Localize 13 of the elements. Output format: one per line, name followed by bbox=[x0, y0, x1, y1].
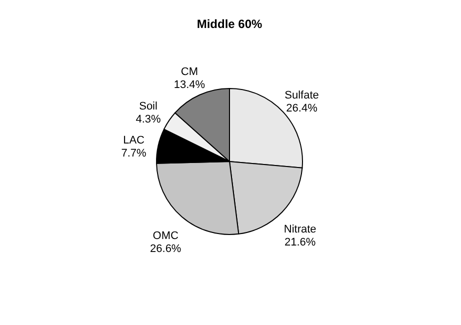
slice-label: Soil bbox=[139, 100, 158, 113]
slice-label: CM bbox=[180, 66, 198, 78]
chart-title: Middle 60% bbox=[196, 17, 262, 31]
slice-label: LAC bbox=[123, 134, 145, 146]
data-label: 26.6% bbox=[150, 242, 182, 255]
data-label: 13.4% bbox=[174, 79, 206, 92]
data-label: 21.6% bbox=[284, 236, 316, 248]
slice-label: Sulfate bbox=[284, 89, 319, 102]
slice-label: OMC bbox=[152, 230, 179, 242]
data-label: 26.4% bbox=[286, 102, 318, 114]
slice-label: Nitrate bbox=[284, 223, 316, 236]
data-label: 4.3% bbox=[136, 114, 162, 126]
data-label: 7.7% bbox=[121, 147, 147, 160]
